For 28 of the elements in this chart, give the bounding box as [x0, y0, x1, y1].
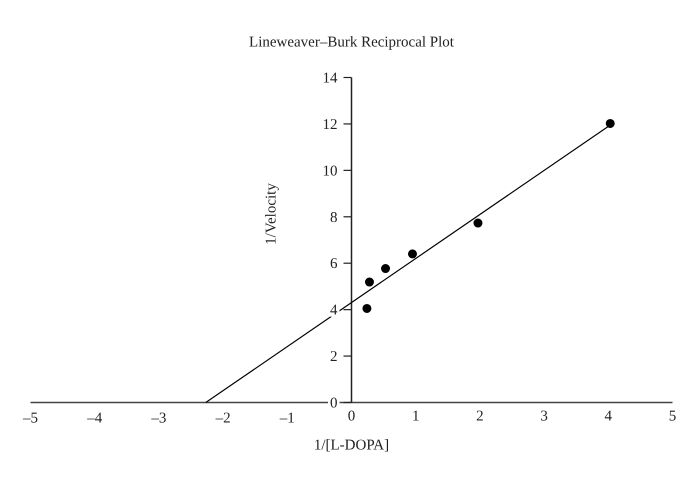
- point: [381, 264, 390, 274]
- y-axis-title: 1/Velocity: [264, 182, 280, 245]
- x-tick-label: 1: [412, 408, 420, 424]
- x-axis-title: 1/[L-DOPA]: [314, 438, 390, 454]
- point: [362, 304, 372, 313]
- y-tick-label: 12: [322, 116, 338, 133]
- chart-title: Lineweaver–Burk Reciprocal Plot: [249, 34, 455, 50]
- y-tick-label: 14: [322, 70, 338, 86]
- x-tick-label: 0: [348, 408, 356, 424]
- y-tick-label: 10: [322, 163, 338, 180]
- y-tick-label: 2: [330, 349, 338, 366]
- point: [364, 278, 374, 287]
- point: [473, 218, 482, 228]
- x-tick-label: 2: [476, 408, 484, 424]
- x-tick-label: –5: [22, 410, 38, 426]
- point: [408, 249, 417, 258]
- y-tick-label: 8: [330, 210, 338, 226]
- x-tick-label: 4: [604, 408, 613, 424]
- x-tick-label: 5: [668, 408, 676, 424]
- y-tick-label: 0: [330, 396, 338, 412]
- point: [606, 118, 615, 128]
- x-tick-label: 3: [540, 408, 548, 424]
- y-tick-label: 4: [330, 302, 338, 319]
- x-tick-label: –2: [214, 410, 231, 426]
- x-tick-label: –4: [86, 410, 103, 426]
- x-tick-label: –3: [150, 410, 166, 426]
- x-tick-label: –1: [278, 410, 295, 426]
- y-tick-label: 6: [330, 256, 338, 272]
